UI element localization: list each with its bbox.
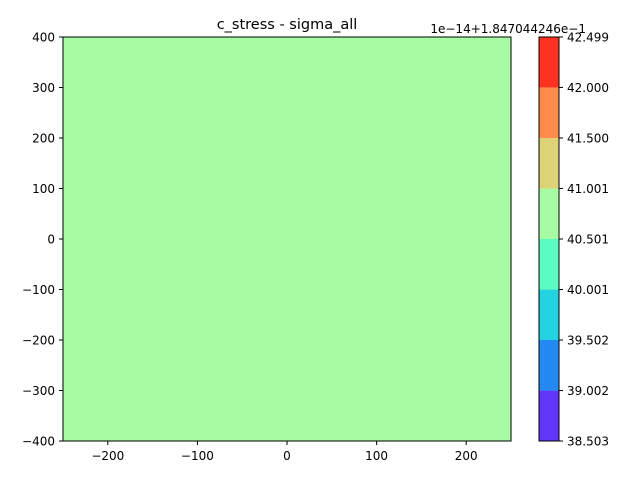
x-tick-label: 100 bbox=[365, 449, 388, 463]
y-tick-label: 400 bbox=[32, 31, 55, 45]
colorbar-band bbox=[539, 138, 559, 189]
y-tick-label: −100 bbox=[22, 283, 55, 297]
colorbar-band bbox=[539, 188, 559, 239]
y-tick-label: 100 bbox=[32, 182, 55, 196]
contour-fill-region bbox=[63, 37, 511, 441]
colorbar: 38.503 39.002 39.502 40.001 40.501 41.001 41.5… bbox=[538, 31, 609, 449]
colorbar-tick-label: 40.501 bbox=[567, 233, 609, 247]
colorbar-tick-label: 41.001 bbox=[567, 182, 609, 196]
colorbar-band bbox=[539, 289, 559, 340]
colorbar-tick-label: 42.499 bbox=[567, 31, 609, 45]
x-tick-label: −100 bbox=[181, 449, 214, 463]
chart-title: c_stress - sigma_all bbox=[217, 17, 358, 33]
colorbar-tick-label: 42.000 bbox=[567, 81, 609, 95]
colorbar-band bbox=[539, 37, 559, 88]
y-tick-label: 300 bbox=[32, 81, 55, 95]
colorbar-offset-text: 1e−14+1.847044246e−1 bbox=[430, 22, 586, 36]
colorbar-band bbox=[539, 87, 559, 138]
x-tick-label: 200 bbox=[455, 449, 478, 463]
x-tick-label: 0 bbox=[283, 449, 291, 463]
y-tick-label: −300 bbox=[22, 384, 55, 398]
colorbar-tick-label: 40.001 bbox=[567, 283, 609, 297]
x-tick-label: −200 bbox=[91, 449, 124, 463]
y-tick-label: 200 bbox=[32, 132, 55, 146]
colorbar-band bbox=[539, 390, 559, 441]
colorbar-tick-label: 39.502 bbox=[567, 334, 609, 348]
x-axis: −200 −100 0 100 200 bbox=[91, 441, 478, 463]
y-axis: −400 −300 −200 −100 0 100 200 300 400 bbox=[22, 31, 63, 449]
colorbar-tick-label: 41.500 bbox=[567, 132, 609, 146]
y-tick-label: 0 bbox=[47, 233, 55, 247]
colorbar-tick-label: 38.503 bbox=[567, 435, 609, 449]
colorbar-band bbox=[539, 340, 559, 391]
colorbar-tick-label: 39.002 bbox=[567, 384, 609, 398]
y-tick-label: −400 bbox=[22, 435, 55, 449]
colorbar-band bbox=[539, 239, 559, 290]
y-tick-label: −200 bbox=[22, 334, 55, 348]
